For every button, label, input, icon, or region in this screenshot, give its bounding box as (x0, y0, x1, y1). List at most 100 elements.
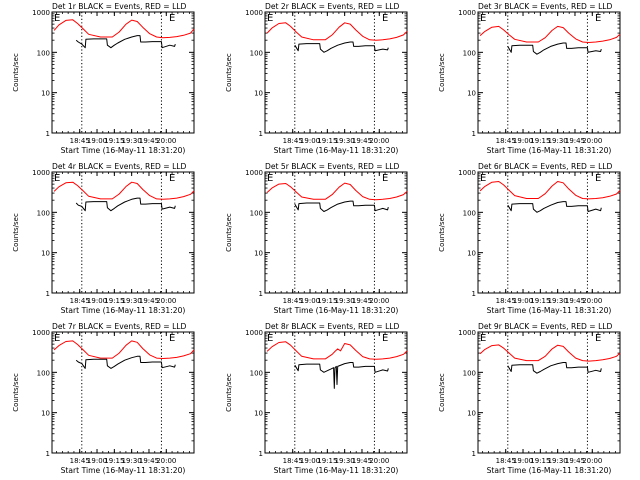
panel-title: Det 9r BLACK = Events, RED = LLD (478, 322, 613, 331)
x-tick-label: 19:15 (530, 297, 550, 305)
y-axis-label: Counts/sec (12, 53, 20, 92)
y-tick-label: 10 (41, 90, 50, 98)
plot-frame (264, 331, 408, 454)
events-series-line (507, 201, 602, 213)
x-axis-label: Start Time (16-May-11 18:31:20) (274, 466, 399, 475)
panel-5: Det 5r BLACK = Events, RED = LLD 1 10 100 10… (225, 162, 408, 315)
y-tick-label: 1000 (245, 9, 263, 17)
x-tick-label: 20:00 (369, 297, 389, 305)
y-tick-label: 1 (259, 450, 263, 458)
x-tick-label: 19:30 (335, 457, 355, 465)
y-tick-label: 1000 (32, 169, 50, 177)
x-tick-label: 19:00 (300, 137, 320, 145)
x-tick-label: 19:15 (104, 457, 124, 465)
events-series-line (294, 200, 389, 212)
y-tick-label: 1000 (32, 329, 50, 337)
x-tick-label: 18:45 (496, 457, 516, 465)
x-tick-label: 19:00 (513, 297, 533, 305)
panel-4: Det 4r BLACK = Events, RED = LLD 1 10 100 10… (12, 162, 195, 315)
x-tick-label: 20:00 (582, 137, 602, 145)
y-axis-label: Counts/sec (438, 373, 446, 412)
x-tick-label: 20:00 (156, 457, 176, 465)
x-tick-label: 19:45 (352, 297, 372, 305)
panel-7: Det 7r BLACK = Events, RED = LLD 1 10 100 10… (12, 322, 195, 475)
x-tick-label: 19:45 (139, 137, 159, 145)
x-axis-label: Start Time (16-May-11 18:31:20) (274, 146, 399, 155)
y-tick-label: 100 (463, 209, 476, 217)
marker-label: E (595, 333, 601, 344)
panel-1: Det 1r BLACK = Events, RED = LLD 1 10 100 10… (12, 2, 195, 155)
x-tick-label: 19:00 (300, 297, 320, 305)
y-tick-label: 1000 (458, 9, 476, 17)
events-series-line (507, 42, 602, 55)
marker-label: E (169, 333, 175, 344)
panel-9: Det 9r BLACK = Events, RED = LLD 1 10 100 10… (438, 322, 621, 475)
y-tick-label: 10 (254, 250, 263, 258)
lld-series-line (479, 25, 621, 43)
panel-title: Det 7r BLACK = Events, RED = LLD (52, 322, 187, 331)
marker-label: E (595, 173, 601, 184)
x-tick-label: 18:45 (283, 297, 303, 305)
x-tick-label: 18:45 (496, 137, 516, 145)
y-axis-label: Counts/sec (438, 53, 446, 92)
x-axis-label: Start Time (16-May-11 18:31:20) (61, 306, 186, 315)
marker-label: E (382, 173, 388, 184)
marker-label: E (595, 13, 601, 24)
plot-frame (264, 11, 408, 134)
lld-series-line (53, 340, 195, 359)
marker-label: E (267, 173, 273, 184)
x-tick-label: 19:30 (548, 457, 568, 465)
x-tick-label: 18:45 (496, 297, 516, 305)
panel-6: Det 6r BLACK = Events, RED = LLD 1 10 100 10… (438, 162, 621, 315)
x-axis-label: Start Time (16-May-11 18:31:20) (61, 466, 186, 475)
x-tick-label: 19:30 (548, 297, 568, 305)
plot-frame (477, 171, 621, 294)
y-axis-label: Counts/sec (225, 213, 233, 252)
x-tick-label: 19:00 (513, 457, 533, 465)
lld-series-line (53, 181, 195, 200)
y-tick-label: 10 (467, 90, 476, 98)
marker-label: E (54, 13, 60, 24)
plot-frame (477, 11, 621, 134)
x-tick-label: 20:00 (582, 457, 602, 465)
events-series-line (75, 355, 176, 369)
lld-series-line (53, 19, 195, 39)
x-tick-label: 19:30 (122, 137, 142, 145)
y-tick-label: 1 (46, 290, 50, 298)
x-tick-label: 19:45 (565, 297, 585, 305)
plot-frame (264, 171, 408, 294)
marker-label: E (54, 333, 60, 344)
x-tick-label: 18:45 (283, 457, 303, 465)
marker-label: E (382, 333, 388, 344)
y-tick-label: 100 (463, 49, 476, 57)
y-tick-label: 1000 (245, 169, 263, 177)
panel-title: Det 6r BLACK = Events, RED = LLD (478, 162, 613, 171)
y-axis-label: Counts/sec (12, 373, 20, 412)
panel-title: Det 8r BLACK = Events, RED = LLD (265, 322, 400, 331)
marker-label: E (267, 13, 273, 24)
x-tick-label: 19:15 (530, 457, 550, 465)
y-tick-label: 10 (467, 410, 476, 418)
panel-title: Det 4r BLACK = Events, RED = LLD (52, 162, 187, 171)
x-tick-label: 18:45 (70, 457, 90, 465)
plot-frame (51, 171, 195, 294)
x-tick-label: 19:45 (352, 137, 372, 145)
x-tick-label: 19:45 (352, 457, 372, 465)
x-tick-label: 19:00 (513, 137, 533, 145)
x-tick-label: 19:00 (300, 457, 320, 465)
x-axis-label: Start Time (16-May-11 18:31:20) (487, 306, 612, 315)
y-axis-label: Counts/sec (438, 213, 446, 252)
x-tick-label: 19:45 (565, 457, 585, 465)
y-tick-label: 1000 (245, 329, 263, 337)
events-series-line (294, 362, 389, 389)
x-tick-label: 19:15 (104, 137, 124, 145)
y-tick-label: 100 (37, 369, 50, 377)
lld-series-line (266, 22, 408, 41)
x-tick-label: 19:00 (87, 297, 107, 305)
x-axis-label: Start Time (16-May-11 18:31:20) (274, 306, 399, 315)
x-tick-label: 20:00 (369, 137, 389, 145)
y-tick-label: 100 (250, 369, 263, 377)
marker-label: E (267, 333, 273, 344)
panel-title: Det 5r BLACK = Events, RED = LLD (265, 162, 400, 171)
